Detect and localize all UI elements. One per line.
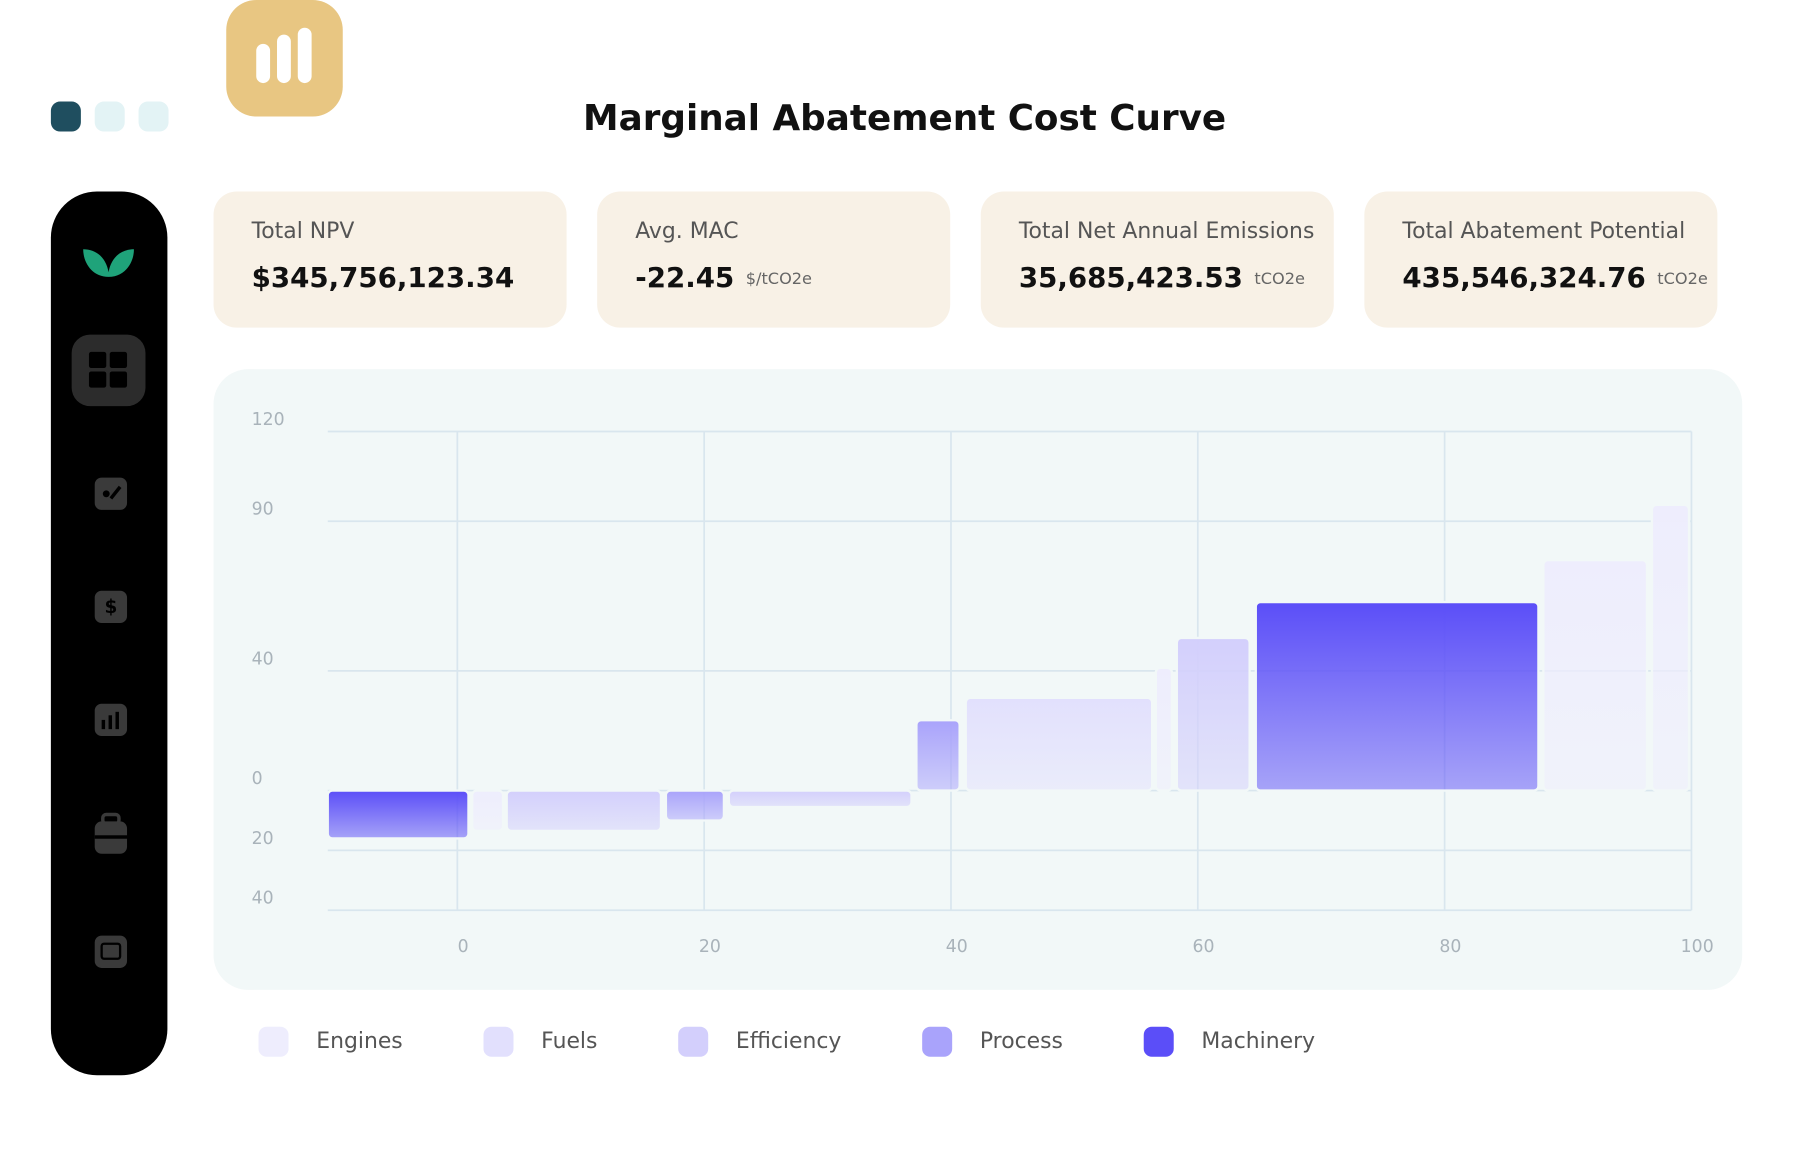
legend: Engines Fuels Efficiency Process Machinery bbox=[258, 1026, 1315, 1057]
chart-title: Marginal Abatement Cost Curve bbox=[583, 98, 1226, 139]
legend-label: Machinery bbox=[1201, 1029, 1315, 1054]
legend-swatch bbox=[678, 1026, 709, 1057]
legend-swatch bbox=[922, 1026, 953, 1057]
bar bbox=[1650, 503, 1691, 792]
bar bbox=[727, 789, 913, 809]
kpi-unit: $/tCO2e bbox=[746, 269, 812, 288]
window-dot bbox=[138, 101, 169, 132]
nav-dashboard[interactable] bbox=[71, 334, 146, 407]
x-tick-label: 100 bbox=[1681, 937, 1714, 957]
kpi-value: -22.45 bbox=[635, 261, 734, 294]
legend-swatch bbox=[1143, 1026, 1174, 1057]
kpi-label: Total Abatement Potential bbox=[1401, 219, 1685, 244]
legend-label: Fuels bbox=[541, 1029, 597, 1054]
bar bbox=[326, 789, 470, 840]
window-dot bbox=[50, 101, 81, 132]
sidebar: $ bbox=[50, 191, 168, 1076]
bar bbox=[664, 789, 726, 822]
x-tick-label: 20 bbox=[699, 937, 721, 957]
bar bbox=[1254, 600, 1540, 792]
kpi-unit: tCO2e bbox=[1254, 269, 1305, 288]
y-tick-label: 90 bbox=[252, 500, 274, 520]
chart-card bbox=[213, 369, 1743, 990]
nav-files[interactable] bbox=[94, 935, 128, 968]
bar bbox=[505, 789, 663, 833]
kpi-value-line: $345,756,123.34 bbox=[252, 261, 515, 294]
kpi-value: 35,685,423.53 bbox=[1019, 261, 1243, 294]
kpi-unit: tCO2e bbox=[1657, 269, 1708, 288]
x-tick-label: 60 bbox=[1193, 937, 1215, 957]
legend-label: Efficiency bbox=[736, 1029, 842, 1054]
y-tick-label: 40 bbox=[252, 889, 274, 909]
x-tick-label: 0 bbox=[458, 937, 469, 957]
y-tick-label: 0 bbox=[252, 769, 263, 789]
kpi-card bbox=[980, 191, 1334, 328]
kpi-label: Total NPV bbox=[251, 219, 355, 244]
bar bbox=[1154, 666, 1174, 792]
legend-swatch bbox=[483, 1026, 514, 1057]
kpi-value-line: -22.45 $/tCO2e bbox=[635, 261, 812, 294]
kpi-value-line: 35,685,423.53 tCO2e bbox=[1019, 261, 1305, 294]
window-dot bbox=[94, 101, 125, 132]
bar bbox=[915, 719, 961, 792]
y-tick-label: 20 bbox=[252, 829, 274, 849]
app-icon bbox=[226, 0, 343, 117]
bar bbox=[964, 696, 1154, 792]
nav-analytics[interactable] bbox=[94, 477, 128, 510]
y-tick-label: 120 bbox=[252, 410, 285, 430]
kpi-value: 435,546,324.76 bbox=[1402, 261, 1645, 294]
nav-finance[interactable]: $ bbox=[94, 590, 128, 623]
nav-reports[interactable] bbox=[94, 703, 128, 737]
kpi-row: Total NPV $345,756,123.34 Avg. MAC -22.45 $/… bbox=[213, 191, 1718, 328]
bar bbox=[1542, 559, 1649, 792]
x-tick-label: 80 bbox=[1439, 937, 1461, 957]
kpi-card bbox=[597, 191, 951, 328]
svg-text:$: $ bbox=[104, 597, 117, 618]
legend-label: Engines bbox=[316, 1029, 403, 1054]
kpi-label: Total Net Annual Emissions bbox=[1018, 219, 1315, 244]
kpi-card bbox=[213, 191, 567, 328]
bar bbox=[471, 789, 505, 833]
nav-projects[interactable] bbox=[94, 812, 128, 854]
legend-swatch bbox=[258, 1026, 289, 1057]
kpi-label: Avg. MAC bbox=[635, 219, 738, 244]
kpi-value: $345,756,123.34 bbox=[252, 261, 515, 294]
kpi-value-line: 435,546,324.76 tCO2e bbox=[1402, 261, 1707, 294]
logo bbox=[83, 249, 134, 277]
bar bbox=[1175, 636, 1251, 792]
y-tick-label: 40 bbox=[252, 649, 274, 669]
legend-label: Process bbox=[980, 1029, 1063, 1054]
kpi-card bbox=[1364, 191, 1718, 328]
x-tick-label: 40 bbox=[946, 937, 968, 957]
plot: 40 20 0 40 90 120 0 20 40 60 80 100 bbox=[252, 410, 1714, 957]
